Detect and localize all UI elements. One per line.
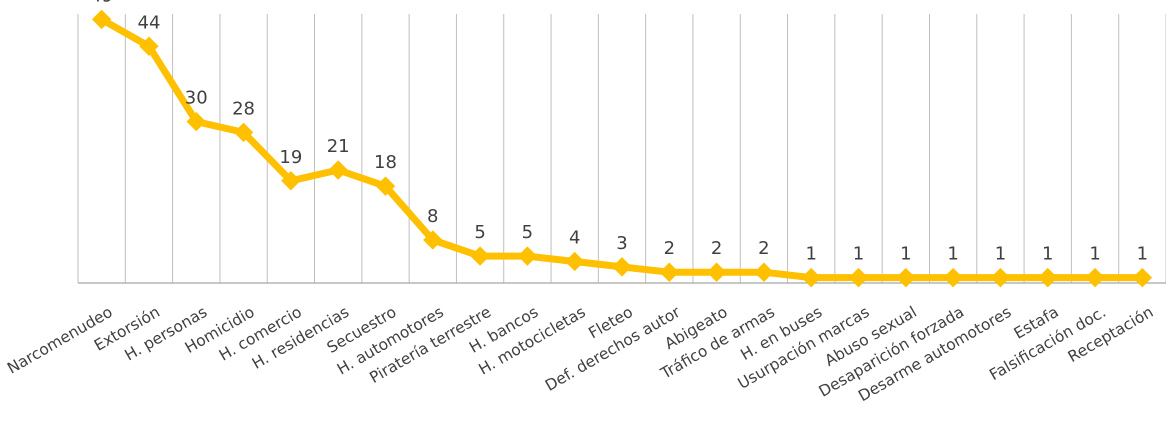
data-label: 49 <box>90 0 113 6</box>
data-point-marker <box>1038 267 1058 288</box>
data-label: 1 <box>900 244 911 265</box>
data-label: 19 <box>279 147 302 168</box>
data-label: 1 <box>805 244 816 265</box>
data-point-marker <box>328 160 348 180</box>
data-point-marker <box>1132 267 1153 288</box>
data-point-marker <box>186 111 206 132</box>
data-label: 44 <box>138 12 161 33</box>
marker-layer <box>91 9 1153 288</box>
data-point-marker <box>375 176 396 196</box>
data-point-marker <box>1085 267 1105 288</box>
data-point-marker <box>848 267 869 288</box>
data-point-marker <box>754 262 774 282</box>
data-point-marker <box>423 230 443 250</box>
data-point-marker <box>943 267 963 288</box>
data-point-marker <box>564 251 585 272</box>
data-point-marker <box>139 36 159 56</box>
vertical-gridlines <box>77 14 1166 283</box>
data-point-marker <box>659 262 680 282</box>
data-point-marker <box>612 257 632 277</box>
data-point-marker <box>470 246 490 266</box>
data-point-marker <box>517 246 538 266</box>
data-label: 1 <box>947 244 958 265</box>
data-point-marker <box>706 262 727 282</box>
data-label: 2 <box>711 238 722 259</box>
data-label: 30 <box>185 88 208 109</box>
data-point-marker <box>91 9 112 30</box>
data-point-marker <box>233 122 254 143</box>
data-label: 1 <box>1042 244 1053 265</box>
data-label: 2 <box>758 238 769 259</box>
data-label: 5 <box>474 222 485 243</box>
data-point-marker <box>896 267 916 288</box>
data-label: 3 <box>616 233 627 254</box>
data-point-marker <box>281 171 301 191</box>
data-point-marker <box>990 267 1011 288</box>
data-label: 1 <box>995 244 1006 265</box>
data-label: 1 <box>853 244 864 265</box>
data-label: 4 <box>569 227 580 248</box>
data-point-marker <box>801 267 821 288</box>
data-label: 21 <box>327 136 350 157</box>
data-label: 18 <box>374 152 397 173</box>
data-label: 1 <box>1089 244 1100 265</box>
data-label: 28 <box>232 98 255 119</box>
data-label: 1 <box>1137 244 1148 265</box>
data-label: 2 <box>664 238 675 259</box>
data-label: 8 <box>427 206 438 227</box>
data-label: 5 <box>522 222 533 243</box>
data-label-layer: 494430281921188554322211111111 <box>90 0 1148 265</box>
